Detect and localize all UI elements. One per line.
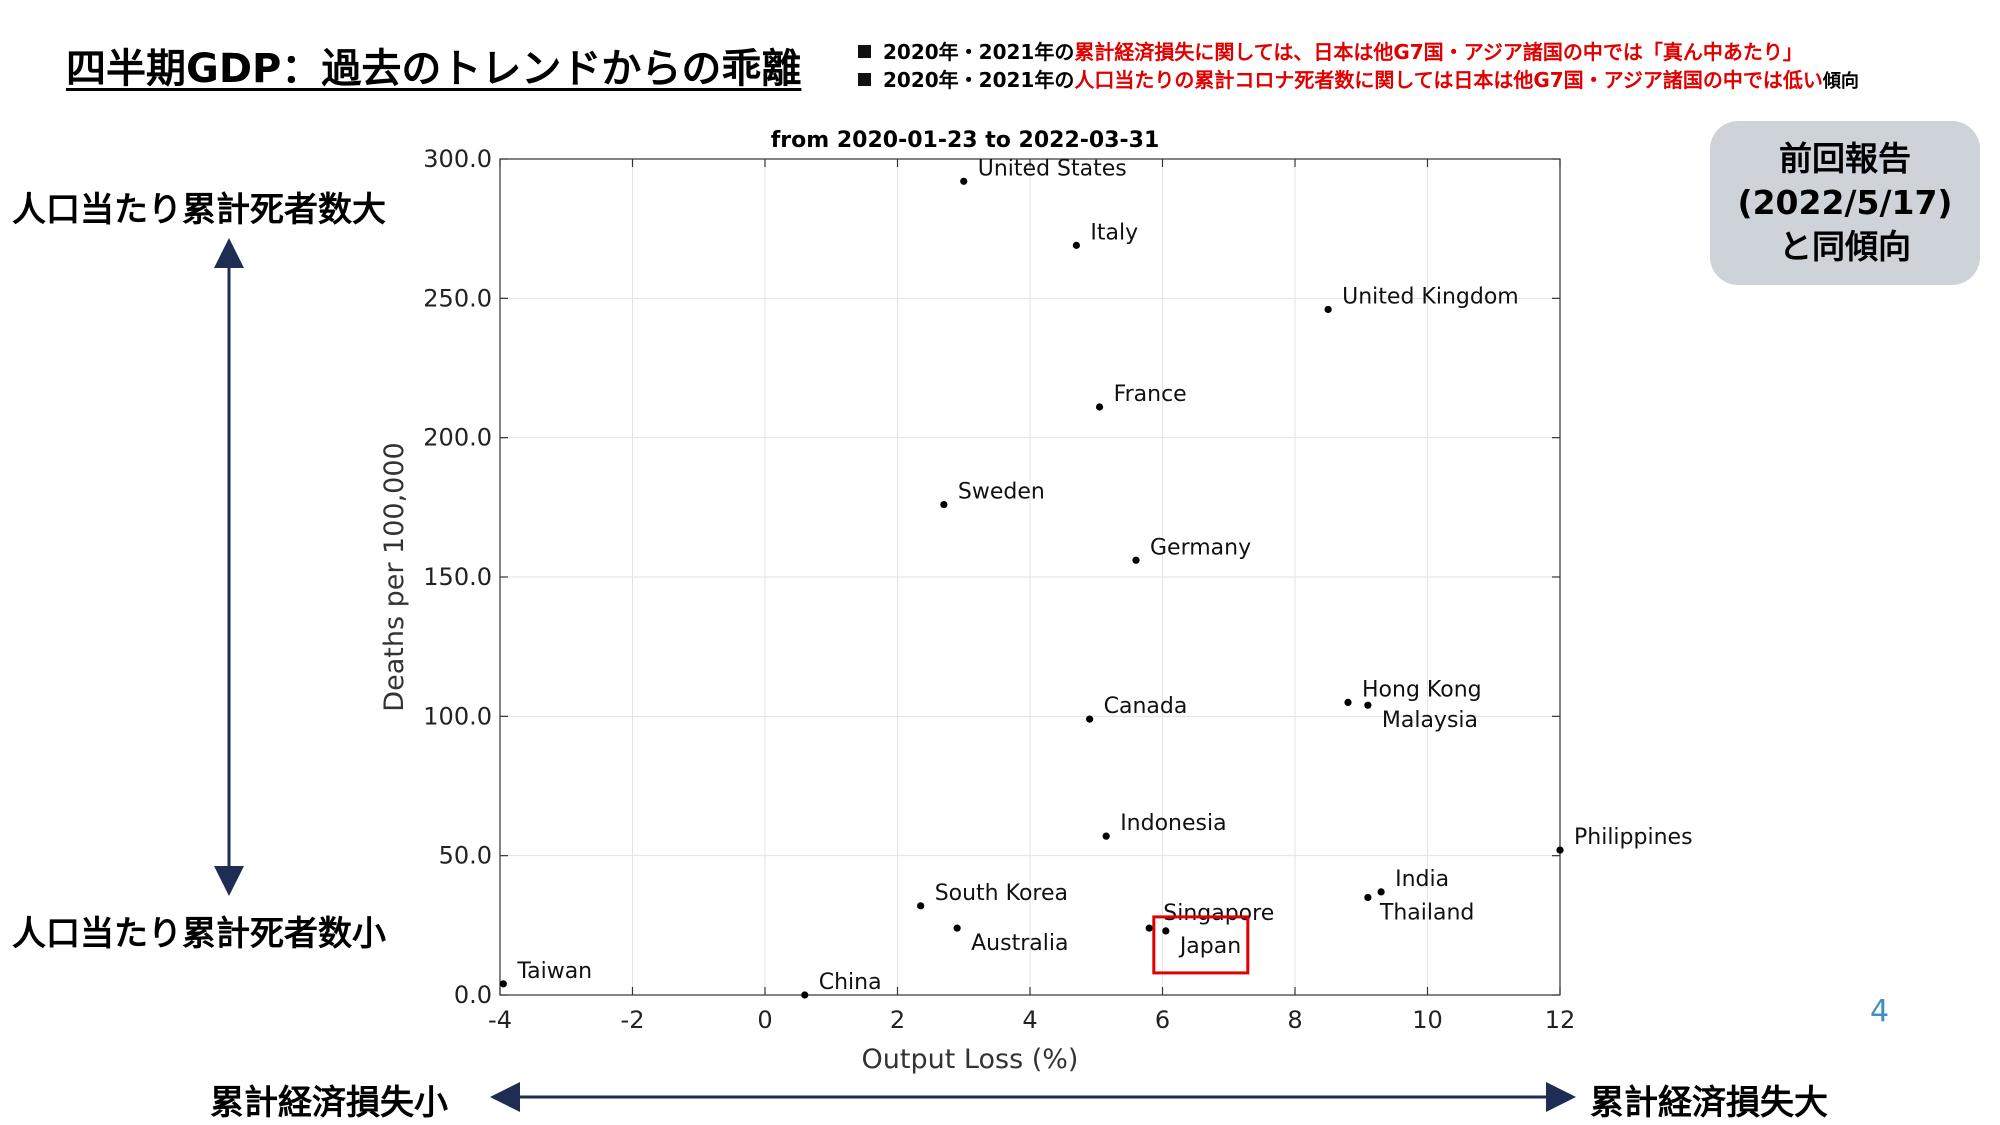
data-label-japan: Japan xyxy=(1178,934,1241,959)
data-point-hong-kong xyxy=(1344,698,1352,707)
y-tick-label: 100.0 xyxy=(423,702,492,730)
data-label-philippines: Philippines xyxy=(1574,825,1693,850)
x-tick-label: 4 xyxy=(1022,1006,1037,1034)
note-2-highlight: 人口当たりの累計コロナ死者数に関しては日本は他G7国・アジア諸国の中では低い xyxy=(1074,68,1823,92)
data-label-india: India xyxy=(1395,867,1449,892)
data-label-france: France xyxy=(1114,382,1187,407)
y-tick-label: 50.0 xyxy=(439,842,492,870)
data-label-australia: Australia xyxy=(971,931,1068,956)
report-badge-line-2: (2022/5/17) xyxy=(1737,183,1953,222)
data-label-indonesia: Indonesia xyxy=(1120,811,1226,836)
data-point-indonesia xyxy=(1102,832,1110,840)
report-badge-line-3: と同傾向 xyxy=(1779,227,1911,266)
y-tick-label: 300.0 xyxy=(423,145,492,173)
x-tick-label: -2 xyxy=(621,1006,645,1034)
data-label-malaysia: Malaysia xyxy=(1382,708,1478,733)
note-line-1: 2020年・2021年の累計経済損失に関しては、日本は他G7国・アジア諸国の中で… xyxy=(858,38,1859,66)
data-point-malaysia xyxy=(1364,701,1372,709)
data-label-taiwan: Taiwan xyxy=(516,959,592,984)
data-point-south-korea xyxy=(917,902,925,910)
previous-report-badge: 前回報告 (2022/5/17) と同傾向 xyxy=(1710,121,1980,285)
highlight-box-japan xyxy=(1152,915,1250,975)
x-tick-label: 12 xyxy=(1545,1006,1576,1034)
y-tick-label: 0.0 xyxy=(454,981,492,1009)
data-point-china xyxy=(801,991,809,999)
data-label-canada: Canada xyxy=(1104,694,1188,719)
y-tick-label: 150.0 xyxy=(423,563,492,591)
data-point-italy xyxy=(1072,241,1080,249)
data-point-thailand xyxy=(1364,893,1372,902)
slide-title: 四半期GDP：過去のトレンドからの乖離 xyxy=(66,46,802,92)
x-high-label: 累計経済損失大 xyxy=(1590,1083,1828,1123)
data-label-sweden: Sweden xyxy=(958,480,1045,505)
x-tick-label: -4 xyxy=(488,1006,512,1034)
x-tick-label: 10 xyxy=(1412,1006,1443,1034)
note-2-suffix: 傾向 xyxy=(1822,71,1859,92)
x-tick-label: 0 xyxy=(757,1006,772,1034)
data-label-china: China xyxy=(819,970,882,995)
data-point-france xyxy=(1095,403,1104,411)
data-label-united-states: United States xyxy=(978,156,1127,181)
data-point-taiwan xyxy=(499,980,507,988)
note-2-prefix: 2020年・2021年の xyxy=(883,68,1075,92)
data-point-australia xyxy=(953,924,961,932)
x-axis-label: Output Loss (%) xyxy=(862,1044,1079,1075)
data-label-hong-kong: Hong Kong xyxy=(1362,677,1482,702)
data-label-germany: Germany xyxy=(1150,535,1251,560)
report-badge-line-1: 前回報告 xyxy=(1779,139,1911,178)
y-axis-label: Deaths per 100,000 xyxy=(379,442,410,711)
data-label-italy: Italy xyxy=(1090,220,1138,245)
y-tick-label: 250.0 xyxy=(423,284,492,312)
page-number: 4 xyxy=(1870,994,1890,1029)
note-line-2: 2020年・2021年の人口当たりの累計コロナ死者数に関しては日本は他G7国・ア… xyxy=(858,66,1859,96)
data-point-canada xyxy=(1086,715,1094,723)
x-tick-label: 6 xyxy=(1155,1006,1170,1034)
x-tick-label: 8 xyxy=(1287,1006,1302,1034)
data-point-united-kingdom xyxy=(1324,305,1332,314)
data-point-germany xyxy=(1132,556,1140,564)
bullet-square-icon xyxy=(858,73,871,86)
x-low-label: 累計経済損失小 xyxy=(210,1083,448,1123)
data-label-thailand: Thailand xyxy=(1379,900,1474,925)
note-1-prefix: 2020年・2021年の xyxy=(883,40,1075,64)
bullet-square-icon xyxy=(858,45,871,58)
y-tick-label: 200.0 xyxy=(423,424,492,452)
data-point-philippines xyxy=(1556,846,1564,854)
data-label-south-korea: South Korea xyxy=(935,881,1068,906)
x-tick-label: 2 xyxy=(890,1006,905,1034)
note-1-highlight: 累計経済損失に関しては、日本は他G7国・アジア諸国の中では「真ん中あたり」 xyxy=(1074,40,1803,64)
data-point-united-states xyxy=(960,177,968,185)
y-low-label: 人口当たり累計死者数小 xyxy=(12,914,386,954)
y-high-label: 人口当たり累計死者数大 xyxy=(12,190,386,230)
data-label-singapore: Singapore xyxy=(1163,901,1274,926)
data-point-japan xyxy=(1162,927,1170,935)
chart-title: from 2020-01-23 to 2022-03-31 xyxy=(771,128,1160,153)
data-label-united-kingdom: United Kingdom xyxy=(1342,284,1519,309)
notes-block: 2020年・2021年の累計経済損失に関しては、日本は他G7国・アジア諸国の中で… xyxy=(858,38,1859,96)
data-point-sweden xyxy=(940,500,948,509)
data-point-india xyxy=(1377,888,1385,896)
data-point-singapore xyxy=(1145,924,1153,932)
